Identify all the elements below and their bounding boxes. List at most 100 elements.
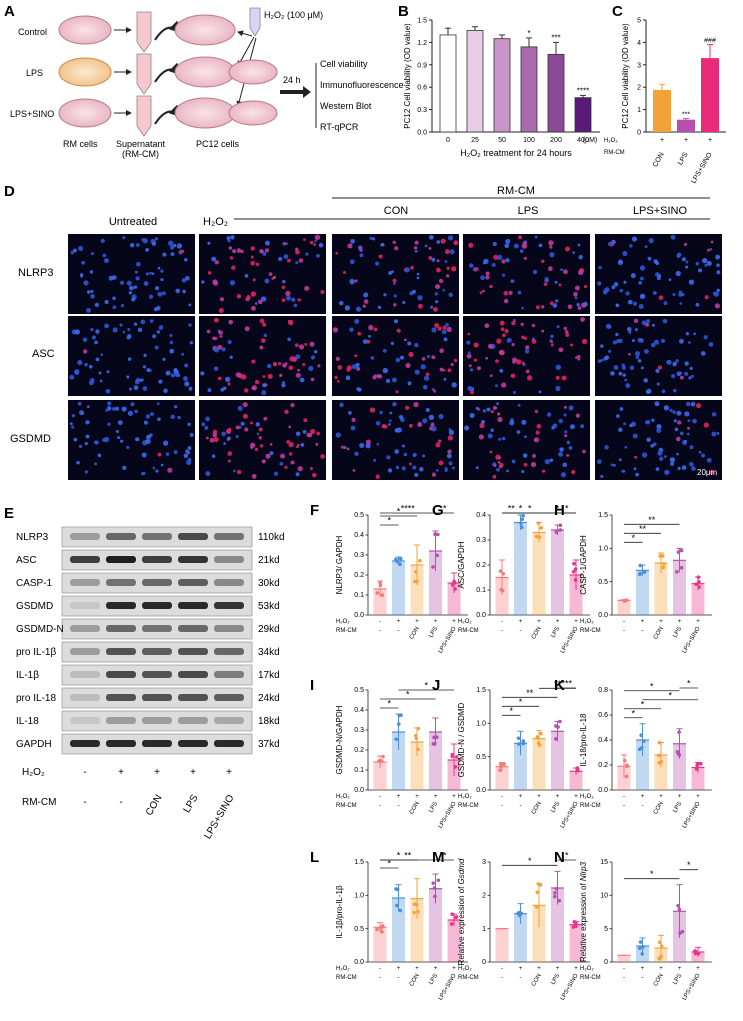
sig-label: * xyxy=(565,851,569,861)
sig-label: * xyxy=(650,681,654,691)
data-point xyxy=(521,739,526,743)
fluo-nucleus xyxy=(90,251,95,256)
fluo-nucleus xyxy=(184,363,189,368)
fluo-nucleus xyxy=(227,427,232,432)
ylabel: NLRP3/ GAPDH xyxy=(335,535,344,594)
fluo-nucleus xyxy=(428,247,432,250)
fluo-nucleus xyxy=(207,241,211,245)
fluo-nucleus xyxy=(167,467,173,473)
row-nlrp3: NLRP3 xyxy=(18,267,53,279)
fluo-nucleus xyxy=(673,419,677,423)
rmcm-value: - xyxy=(520,803,522,809)
rmcm-value: LPS+SINO xyxy=(438,801,458,830)
fluo-nucleus xyxy=(259,318,265,324)
fluo-nucleus xyxy=(499,462,504,468)
fluo-nucleus xyxy=(305,252,309,256)
fluo-nucleus xyxy=(610,371,615,376)
fluo-nucleus xyxy=(473,358,477,362)
fluo-nucleus xyxy=(498,349,505,356)
h2o2-sign: + xyxy=(519,794,523,800)
blot-band xyxy=(142,694,172,701)
data-point xyxy=(413,733,418,738)
fluo-nucleus xyxy=(679,338,684,344)
h2o2-label: H₂O₂ (100 μM) xyxy=(264,10,323,20)
fluo-nucleus xyxy=(145,438,151,445)
blot-h2o2-sign: + xyxy=(118,767,124,778)
fluo-nucleus xyxy=(262,383,267,388)
data-point xyxy=(432,886,437,890)
data-point xyxy=(502,762,506,766)
fluo-background xyxy=(199,316,326,396)
fluo-nucleus xyxy=(500,327,505,332)
b-ytick-label: 0.3 xyxy=(417,107,427,114)
blot-protein-label: CASP-1 xyxy=(16,578,53,589)
h2o2-sign: + xyxy=(659,619,663,625)
fluo-nucleus xyxy=(281,298,286,303)
h2o2-sign: + xyxy=(415,619,419,625)
bar-LPS xyxy=(429,888,442,962)
blot-row-asc: ASC 21kd xyxy=(16,549,280,571)
fluo-nucleus xyxy=(288,441,294,448)
rmcm-value: LPS xyxy=(550,801,561,814)
fluo-nucleus xyxy=(261,459,266,464)
fluo-nucleus xyxy=(427,355,431,359)
b-xtick-label: 0 xyxy=(446,137,450,144)
fluo-nucleus xyxy=(701,257,708,264)
fluo-nucleus xyxy=(295,261,299,265)
fluo-nucleus xyxy=(482,289,485,293)
fluo-nucleus xyxy=(213,317,219,323)
fluo-nucleus xyxy=(711,431,717,437)
bar-LPS xyxy=(673,560,686,615)
row-label-h2o2: H₂O₂ xyxy=(458,619,472,625)
fluo-image-nlrp3-lps-sino xyxy=(595,234,722,314)
fluo-nucleus xyxy=(314,239,317,243)
fluo-nucleus xyxy=(151,241,156,246)
blot-band xyxy=(142,717,172,724)
fluo-nucleus xyxy=(315,442,319,446)
fluo-nucleus xyxy=(678,290,683,295)
fluo-nucleus xyxy=(249,421,253,425)
fluo-nucleus xyxy=(334,375,338,380)
fluo-nucleus xyxy=(523,256,527,260)
fluo-nucleus xyxy=(313,349,318,354)
panel-b-letter: B xyxy=(398,3,409,20)
fluo-nucleus xyxy=(678,371,683,375)
data-point xyxy=(638,563,643,568)
fluo-nucleus xyxy=(510,279,514,283)
fluo-nucleus xyxy=(428,256,433,260)
fluo-nucleus xyxy=(251,305,256,311)
fluo-nucleus xyxy=(156,305,161,311)
fluo-nucleus xyxy=(577,357,581,361)
blot-size-label: 18kd xyxy=(258,716,280,727)
fluo-nucleus xyxy=(262,251,267,256)
fluo-nucleus xyxy=(408,423,413,428)
fluo-nucleus xyxy=(464,425,470,431)
fluo-nucleus xyxy=(354,318,360,324)
fluo-nucleus xyxy=(446,453,452,459)
blot-band xyxy=(70,556,100,563)
fluo-image-nlrp3-h-o- xyxy=(199,234,326,314)
rmcm-value: LPS xyxy=(550,973,561,986)
fluo-nucleus xyxy=(230,235,235,240)
fluo-nucleus xyxy=(265,453,271,459)
fluo-nucleus xyxy=(679,431,684,436)
fluo-nucleus xyxy=(372,375,377,380)
bar-CON xyxy=(532,738,546,790)
fluo-nucleus xyxy=(232,469,236,473)
fluo-nucleus xyxy=(534,409,539,414)
fluo-nucleus xyxy=(387,423,391,426)
fluo-nucleus xyxy=(524,435,527,439)
h2o2-sign: + xyxy=(641,794,645,800)
fluo-nucleus xyxy=(511,343,515,347)
fluo-nucleus xyxy=(689,366,693,371)
c-sig-label: ### xyxy=(704,38,716,45)
fluo-nucleus xyxy=(392,240,396,244)
h2o2-sign: + xyxy=(452,619,456,625)
fluo-nucleus xyxy=(170,373,175,378)
fluo-image-nlrp3-con xyxy=(332,234,459,314)
c-xtick-label: LPS+SINO xyxy=(690,151,714,185)
supernatant-label-2: (RM-CM) xyxy=(122,149,159,159)
data-point xyxy=(641,739,646,743)
fluo-nucleus xyxy=(607,324,612,329)
fluo-nucleus xyxy=(653,339,660,345)
